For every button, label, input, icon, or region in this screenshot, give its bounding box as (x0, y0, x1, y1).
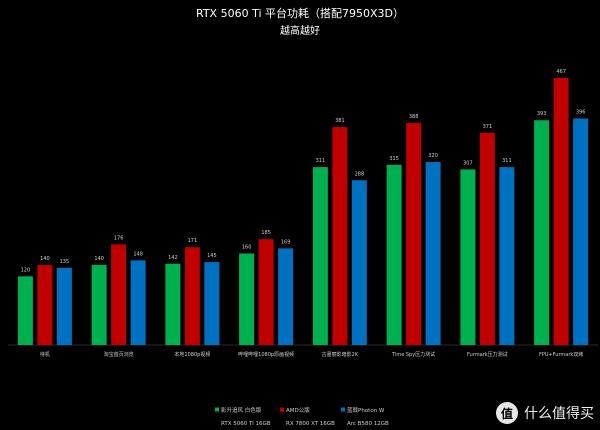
bar-1-6 (386, 164, 402, 345)
value-label-1-4: 160 (242, 244, 252, 250)
bar-2-2 (111, 244, 127, 345)
category-label-8: FPU+Furmark双烤 (539, 351, 583, 358)
value-label-2-7: 371 (483, 124, 493, 130)
legend-swatch-2 (280, 407, 284, 412)
value-label-2-2: 176 (114, 235, 124, 241)
value-label-3-7: 311 (502, 158, 512, 164)
value-label-1-3: 142 (168, 255, 178, 261)
bar-1-2 (91, 264, 107, 345)
category-label-4: 哔哩哔哩1080p原画视频 (238, 351, 294, 358)
category-label-3: 本地1080p视频 (174, 351, 210, 358)
value-label-1-2: 140 (94, 256, 104, 262)
value-label-3-2: 148 (133, 251, 143, 257)
value-label-2-4: 185 (261, 230, 271, 236)
value-label-3-1: 135 (60, 259, 70, 265)
legend-swatch-1 (215, 407, 219, 412)
value-label-2-6: 388 (409, 114, 419, 120)
legend-name-1: 影升追风 白色版 (221, 406, 262, 414)
value-label-3-6: 320 (428, 153, 438, 159)
bar-3-8 (573, 118, 589, 345)
category-label-5: 古墓丽影暗影2K (322, 351, 359, 358)
legend-subtitle-2: RX 7800 XT 16GB (286, 421, 335, 427)
value-label-1-5: 311 (316, 158, 326, 164)
value-label-1-8: 393 (537, 111, 547, 117)
value-label-3-3: 145 (207, 253, 217, 259)
value-label-2-3: 171 (188, 238, 198, 244)
bar-2-1 (37, 264, 53, 345)
value-label-2-5: 381 (335, 118, 345, 124)
category-label-1: 待机 (40, 351, 50, 358)
bar-3-5 (351, 180, 367, 345)
bar-1-4 (239, 253, 255, 345)
value-label-3-4: 169 (281, 239, 291, 245)
bar-2-7 (479, 132, 495, 345)
bar-2-3 (184, 247, 200, 345)
watermark-logo-icon: 值 (496, 402, 518, 424)
bar-1-5 (312, 167, 328, 345)
bar-3-4 (278, 248, 294, 345)
bar-3-7 (499, 167, 515, 345)
category-label-6: Time Spy压力测试 (391, 351, 435, 358)
bar-3-6 (425, 161, 441, 345)
legend: 影升追风 白色版 RTX 5060 Ti 16GB AMD公版 RX 7800 XT … (215, 406, 389, 427)
legend-name-3: 蓝戟Photon W (347, 406, 385, 414)
bar-3-2 (130, 260, 146, 345)
bar-3-1 (56, 267, 72, 345)
legend-subtitle-1: RTX 5060 Ti 16GB (221, 421, 271, 427)
category-label-2: 淘宝首页浏览 (104, 351, 134, 358)
bar-1-1 (17, 276, 33, 345)
category-label-7: Furmark压力测试 (467, 351, 508, 358)
value-labels-group: 120 140 135 140 176 148 142 171 145 160 185 169 311 3… (21, 69, 586, 273)
legend-subtitle-3: Arc B580 12GB (347, 421, 389, 427)
chart-subtitle: 越高越好 (280, 24, 320, 37)
bar-2-4 (258, 239, 274, 345)
watermark-text: 什么值得买 (524, 406, 594, 422)
value-label-3-5: 288 (355, 171, 365, 177)
bars-group (17, 77, 589, 346)
watermark: 值 什么值得买 (496, 402, 594, 424)
bar-2-6 (406, 123, 422, 346)
bar-1-8 (534, 120, 550, 345)
legend-swatch-3 (341, 407, 345, 412)
bar-2-8 (553, 77, 569, 345)
legend-name-2: AMD公版 (286, 406, 310, 414)
bar-1-3 (165, 263, 181, 345)
value-label-3-8: 396 (576, 109, 586, 115)
value-label-2-8: 467 (556, 69, 566, 75)
chart-title: RTX 5060 Ti 平台功耗（搭配7950X3D） (196, 6, 404, 20)
bar-3-3 (204, 262, 220, 345)
value-label-1-6: 315 (389, 156, 399, 162)
bar-1-7 (460, 169, 476, 345)
bar-2-5 (332, 127, 348, 346)
value-label-1-7: 307 (463, 160, 473, 166)
category-labels-group: 待机 淘宝首页浏览 本地1080p视频 哔哩哔哩1080p原画视频 古墓丽影暗影2K Ti… (40, 351, 583, 358)
value-label-2-1: 140 (40, 256, 50, 262)
value-label-1-1: 120 (21, 267, 31, 273)
